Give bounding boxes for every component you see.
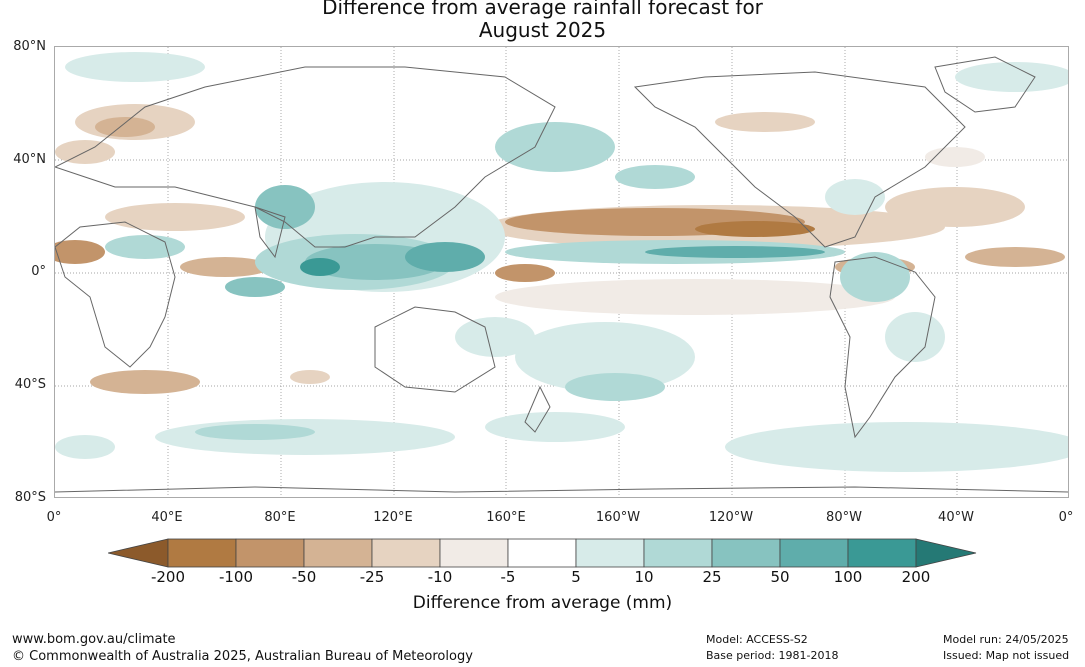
map-title: Difference from average rainfall forecas… [0,0,1085,42]
colorbar-segment [643,538,713,568]
colorbar-segment [303,538,373,568]
colorbar-tick-label: 200 [901,568,931,586]
colorbar-segment [167,538,237,568]
footer-attribution: www.bom.gov.au/climate © Commonwealth of… [12,631,473,665]
footer-model-info: Model: ACCESS-S2 Base period: 1981-2018 [706,632,838,664]
colorbar-tick-label: -25 [359,568,385,586]
colorbar-segment [371,538,441,568]
lon-label-0: 0° [46,510,62,525]
base-period: Base period: 1981-2018 [706,649,839,662]
coastlines [55,56,1068,493]
colorbar-tick-label: -10 [427,568,453,586]
colorbar-tick-label: 5 [571,568,581,586]
bom-url-link[interactable]: www.bom.gov.au/climate [12,632,176,647]
lon-label-40w: 40°W [938,510,974,525]
colorbar-segment [847,538,917,568]
colorbar-tick-label: 25 [702,568,722,586]
colorbar-segment [439,538,509,568]
colorbar-segment [779,538,849,568]
colorbar [108,538,977,568]
colorbar-segment [507,538,577,568]
lon-label-80w: 80°W [826,510,862,525]
colorbar-extend-low [108,538,169,568]
issued-status: Issued: Map not issued [943,649,1070,662]
lat-label-40s: 40°S [14,377,46,392]
colorbar-tick-label: -200 [150,568,186,586]
colorbar-tick-label: 10 [634,568,654,586]
lon-label-120w: 120°W [708,510,754,525]
lat-label-equator: 0° [31,264,46,279]
colorbar-tick-label: -100 [218,568,254,586]
lon-label-80e: 80°E [264,510,296,525]
lon-label-40e: 40°E [151,510,183,525]
dry-anomaly-regions [55,104,1065,394]
rainfall-anomaly-map[interactable] [54,46,1069,498]
title-line-1: Difference from average rainfall forecas… [322,0,763,19]
lon-label-0-right: 0° [1058,510,1074,525]
lon-label-160w: 160°W [595,510,641,525]
copyright-text: © Commonwealth of Australia 2025, Austra… [12,649,473,664]
colorbar-tick-label: 100 [833,568,863,586]
colorbar-extend-high [915,538,977,568]
colorbar-title: Difference from average (mm) [412,593,673,613]
colorbar-segment [575,538,645,568]
lat-label-80s: 80°S [14,490,46,505]
colorbar-tick-label: 50 [770,568,790,586]
model-name: Model: ACCESS-S2 [706,633,808,646]
colorbar-tick-label: -50 [291,568,317,586]
model-run-date: Model run: 24/05/2025 [943,633,1069,646]
lat-label-80n: 80°N [13,39,46,54]
colorbar-segment [711,538,781,568]
colorbar-tick-label: -5 [500,568,516,586]
lat-label-40n: 40°N [13,152,46,167]
lon-label-160e: 160°E [486,510,526,525]
colorbar-segment [235,538,305,568]
title-line-2: August 2025 [478,18,607,42]
footer-issue-info: Model run: 24/05/2025 Issued: Map not is… [943,632,1069,664]
lon-label-120e: 120°E [373,510,413,525]
map-canvas [55,47,1068,497]
